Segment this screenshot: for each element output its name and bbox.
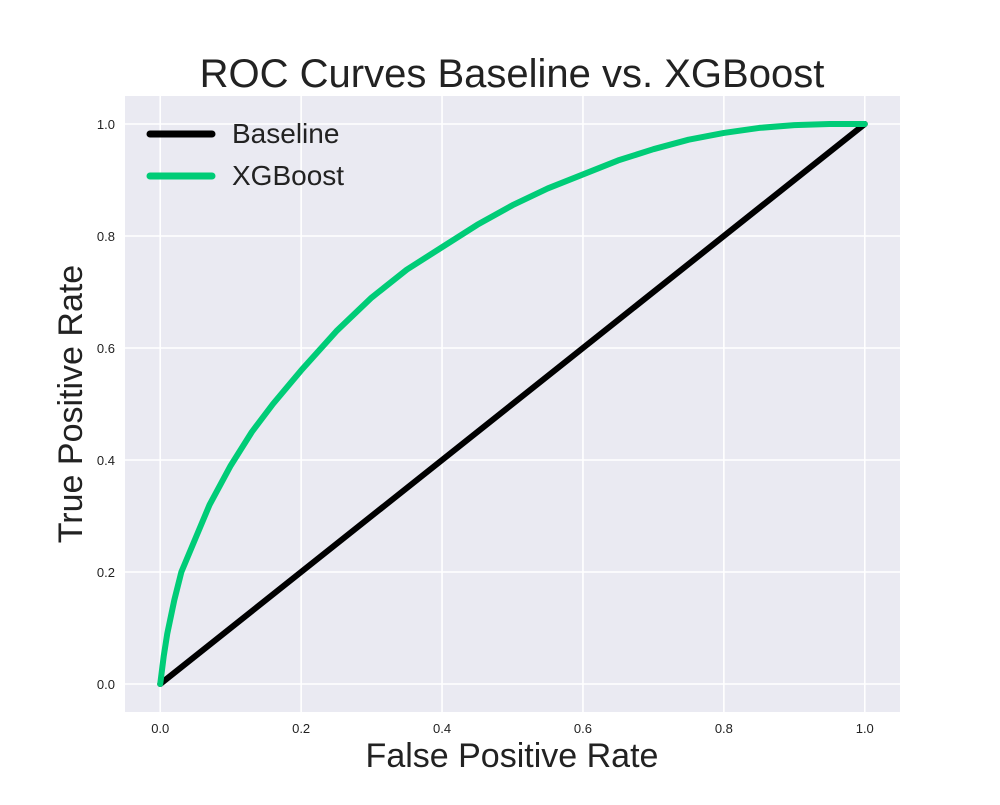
- grid-lines: [125, 96, 900, 712]
- legend: Baseline XGBoost: [146, 118, 344, 191]
- y-tick-label: 0.6: [97, 341, 115, 356]
- series-lines: [157, 121, 868, 687]
- x-tick-label: 1.0: [856, 721, 874, 736]
- y-tick-label: 0.0: [97, 677, 115, 692]
- legend-label-baseline: Baseline: [232, 118, 339, 149]
- x-axis-label: False Positive Rate: [366, 737, 659, 775]
- legend-label-xgboost: XGBoost: [232, 160, 344, 191]
- x-tick-label: 0.0: [151, 721, 169, 736]
- chart-title: ROC Curves Baseline vs. XGBoost: [200, 52, 825, 96]
- x-tick-label: 0.2: [292, 721, 310, 736]
- x-tick-label: 0.8: [715, 721, 733, 736]
- y-tick-label: 0.4: [97, 453, 115, 468]
- x-tick-label: 0.6: [574, 721, 592, 736]
- y-tick-label: 1.0: [97, 117, 115, 132]
- series-line-baseline: [157, 121, 868, 687]
- tick-labels: 0.0 0.2 0.4 0.6 0.8 1.0 0.0 0.2 0.4 0.6 0.8 1.0: [97, 117, 874, 736]
- y-axis-label: True Positive Rate: [52, 265, 90, 543]
- series-line-xgboost: [157, 121, 868, 687]
- y-tick-label: 0.2: [97, 565, 115, 580]
- y-tick-label: 0.8: [97, 229, 115, 244]
- x-tick-label: 0.4: [433, 721, 451, 736]
